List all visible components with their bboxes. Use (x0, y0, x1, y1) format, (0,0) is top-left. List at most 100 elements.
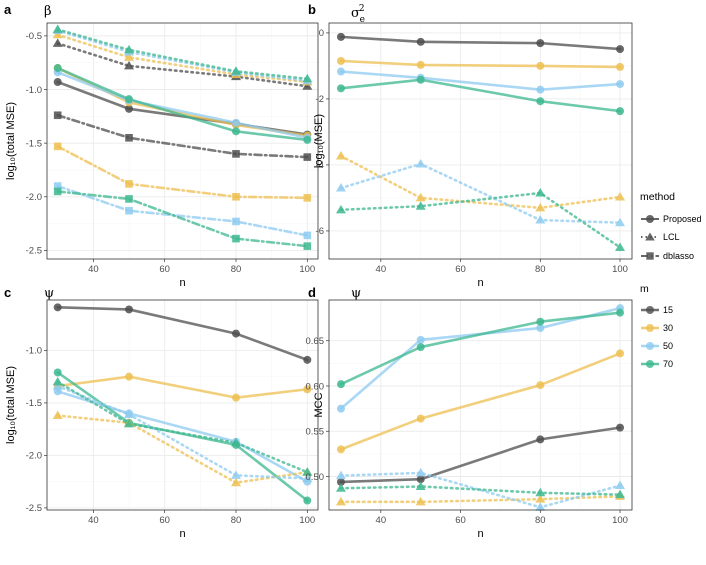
series-line-proposed-m50 (56, 71, 309, 140)
panel-border (46, 299, 319, 511)
data-point-proposed-m70 (416, 75, 425, 84)
data-point-lcl-m30 (230, 477, 241, 487)
y-axis-title: log₁₀(total MSE) (5, 366, 17, 444)
data-point-proposed-m30 (231, 393, 240, 402)
panel-d: 40 60 80 100 0.65 0.60 0.55 0.50 n MCC d ψ (306, 285, 633, 540)
panel-title: ψ (44, 286, 54, 301)
data-point-dblasso-m15 (232, 150, 240, 158)
data-point-lcl-m30 (124, 52, 135, 61)
series-line-lcl-m50 (56, 29, 309, 83)
series-line-proposed-m70 (56, 66, 309, 142)
series-line-lcl-m70 (339, 191, 622, 249)
data-point-dblasso-m70 (232, 234, 240, 243)
panel-tag: b (308, 2, 316, 17)
y-tick-label: -1.5 (26, 398, 42, 409)
panel-title-subscript: e (360, 15, 365, 25)
data-point-proposed-m30 (616, 62, 625, 71)
series-group (335, 32, 626, 251)
data-point-proposed-m50 (336, 404, 345, 413)
data-point-proposed-m70 (416, 343, 425, 352)
legend-m-label: 15 (663, 305, 673, 315)
data-point-proposed-m15 (125, 305, 134, 314)
x-axis-title: n (477, 277, 483, 289)
data-point-lcl-m70 (302, 467, 313, 476)
data-point-dblasso-m15 (53, 111, 62, 120)
x-tick-label: 80 (231, 515, 242, 526)
y-tick-label: -2.5 (26, 503, 42, 514)
series-line-lcl-m30 (339, 495, 622, 504)
legend-m-label: 70 (663, 359, 673, 369)
y-tick-label: -0.5 (26, 31, 42, 42)
legend-m-title: m (640, 283, 649, 295)
x-tick-label: 100 (299, 264, 315, 275)
y-tick-label: -2 (316, 94, 324, 105)
series-line-proposed-m30 (56, 375, 309, 399)
data-point-lcl-m50 (302, 473, 313, 482)
data-point-proposed-m15 (231, 329, 240, 338)
y-tick-label: 0.55 (306, 427, 325, 438)
series-line-dblasso-m50 (56, 184, 309, 237)
data-point-proposed-m30 (416, 60, 425, 69)
data-point-lcl-m70 (415, 481, 426, 490)
data-point-dblasso-m30 (303, 194, 312, 202)
x-tick-label: 100 (612, 515, 628, 526)
data-point-dblasso-m70 (303, 242, 312, 250)
legend-method-item-lcl: LCL (641, 232, 680, 242)
series-group (52, 24, 313, 250)
panel-tag: a (4, 2, 12, 17)
data-point-lcl-m70 (52, 376, 63, 386)
data-point-proposed-m15 (416, 37, 425, 46)
legend-method-label: LCL (663, 232, 680, 242)
y-tick-label: -6 (316, 226, 324, 237)
x-tick-label: 40 (88, 264, 99, 275)
data-point-proposed-m15 (416, 475, 425, 484)
legend-m-item-30: 30 (641, 323, 673, 333)
y-tick-label: 0 (319, 28, 324, 39)
series-line-lcl-m70 (56, 28, 309, 81)
data-point-lcl-m70 (302, 73, 313, 83)
data-point-proposed-m70 (336, 84, 345, 93)
series-line-lcl-m70 (56, 380, 309, 474)
data-point-proposed-m30 (303, 385, 312, 394)
legend-method-item-dblasso: dblasso (641, 251, 694, 261)
x-tick-label: 60 (455, 515, 466, 526)
data-point-dblasso-m15 (125, 133, 133, 142)
data-point-proposed-m15 (336, 32, 345, 41)
panel-title: ψ (351, 286, 361, 301)
y-tick-label: 0.50 (306, 472, 325, 483)
panel-title-superscript: 2 (359, 4, 365, 14)
data-point-dblasso-m70 (125, 195, 133, 203)
y-tick-label: -1.0 (26, 85, 42, 96)
data-point-lcl-m30 (52, 29, 63, 39)
legend-m-label: 50 (663, 341, 673, 351)
plot-background (329, 300, 632, 510)
data-point-lcl-m70 (535, 487, 546, 497)
data-point-lcl-m70 (230, 437, 241, 447)
series-line-proposed-m15 (339, 426, 622, 484)
series-line-proposed-m15 (56, 306, 309, 362)
data-point-proposed-m50 (616, 80, 625, 89)
data-point-proposed-m50 (416, 335, 425, 344)
data-point-lcl-m70 (615, 242, 626, 251)
plot-background (329, 23, 632, 259)
x-axis-title: n (179, 277, 185, 289)
series-line-proposed-m30 (339, 352, 622, 451)
data-point-lcl-m15 (302, 81, 313, 90)
data-point-lcl-m30 (335, 496, 346, 506)
data-point-proposed-m30 (536, 381, 545, 390)
x-tick-label: 40 (88, 515, 99, 526)
data-point-lcl-m70 (52, 24, 63, 33)
series-line-dblasso-m30 (56, 145, 309, 200)
x-tick-label: 40 (376, 515, 387, 526)
data-point-lcl-m50 (415, 467, 426, 477)
data-point-proposed-m15 (616, 45, 625, 54)
data-point-lcl-m70 (124, 44, 135, 54)
y-tick-label: -4 (316, 160, 324, 171)
data-point-proposed-m30 (616, 349, 625, 358)
data-point-dblasso-m30 (232, 192, 240, 201)
data-point-proposed-m15 (616, 423, 625, 432)
panel-a: 40 60 80 100 -0.5 -1.0 -1.5 -2.0 -2.5 n log₁₀(tota… (4, 2, 319, 289)
series-line-lcl-m50 (56, 384, 309, 480)
data-point-proposed-m30 (336, 56, 345, 65)
data-point-lcl-m70 (230, 66, 241, 75)
